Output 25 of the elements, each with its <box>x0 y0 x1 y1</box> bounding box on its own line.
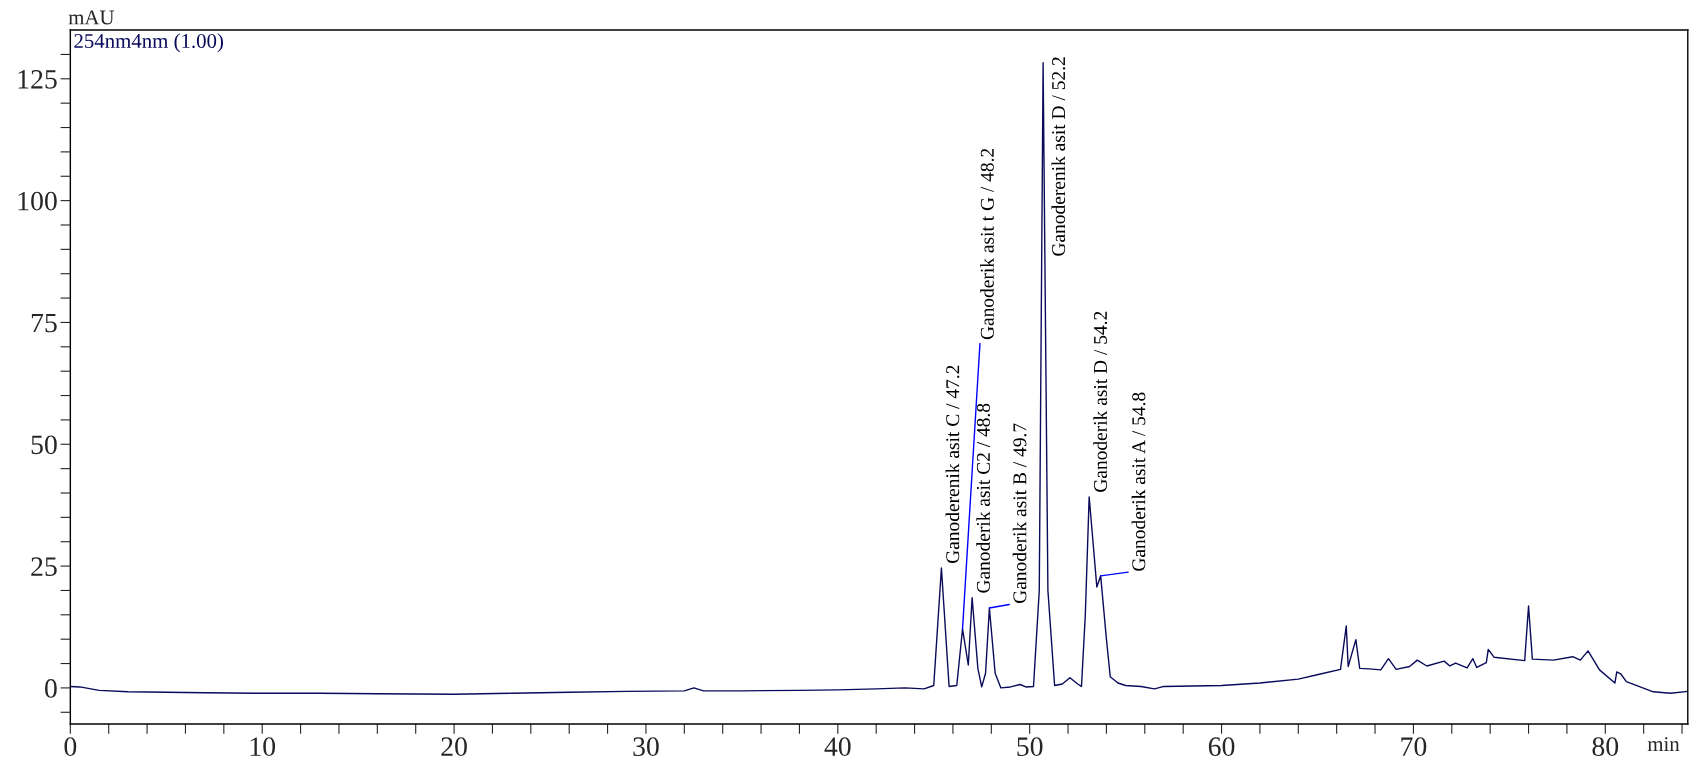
y-tick-label: 125 <box>18 70 57 89</box>
y-axis-title: mAU <box>68 10 115 25</box>
x-tick-label: 40 <box>824 737 851 757</box>
annotation: Ganoderik asit B / 49.7 <box>1012 423 1027 604</box>
text: 254nm4nm (1.00) <box>74 33 223 53</box>
x-axis-title: min <box>1647 737 1680 751</box>
annotation: Ganoderenik asit D / 52.2 <box>1051 57 1066 256</box>
annotation: Ganoderik asit t G / 48.2 <box>980 148 994 340</box>
annotation: Ganoderik asit A / 54.8 <box>1131 392 1146 571</box>
y-tick-label: 50 <box>31 435 57 455</box>
x-tick-label: 20 <box>441 737 467 757</box>
y-tick-label: 100 <box>18 191 57 211</box>
y-tick-label: 75 <box>31 313 57 333</box>
annotation: Ganoderik asit D / 54.2 <box>1093 311 1108 492</box>
x-tick-label: 10 <box>250 737 276 757</box>
x-tick-label: 80 <box>1592 737 1619 757</box>
y-tick-label: 0 <box>45 679 57 698</box>
annotation: Ganoderenik asit C / 47.2 <box>945 365 960 564</box>
x-tick-label: 70 <box>1401 737 1427 757</box>
y-tick-label: 25 <box>31 557 57 576</box>
x-tick-label: 60 <box>1208 737 1235 757</box>
annotation: Ganoderik asit C2 / 48.8 <box>976 403 991 593</box>
x-tick-label: 0 <box>64 737 77 757</box>
x-tick-label: 30 <box>633 737 659 757</box>
x-tick-label: 50 <box>1017 737 1043 757</box>
